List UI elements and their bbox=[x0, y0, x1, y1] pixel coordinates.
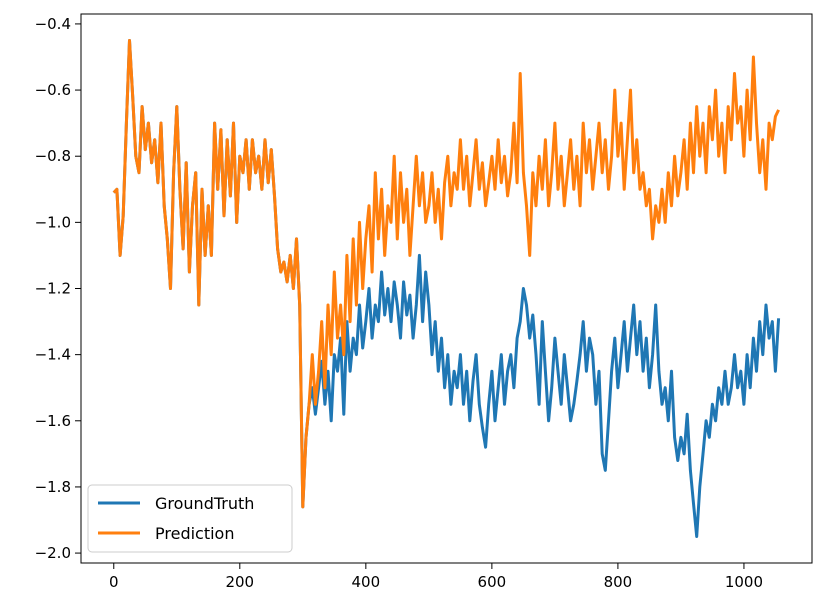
series-layer bbox=[112, 39, 781, 538]
y-tick-label: −1.0 bbox=[35, 213, 71, 231]
y-tick-label: −0.8 bbox=[35, 147, 71, 165]
plot-area bbox=[81, 14, 812, 563]
legend: GroundTruth Prediction bbox=[87, 484, 293, 553]
y-tick-label: −1.4 bbox=[35, 346, 71, 364]
y-axis: −2.0 −1.8 −1.6 −1.4 −1.2 −1.0 −0.8 −0.6 −0.4 bbox=[35, 15, 81, 562]
x-tick-label: 400 bbox=[352, 573, 381, 591]
y-tick-label: −1.6 bbox=[35, 412, 71, 430]
x-tick-label: 800 bbox=[604, 573, 633, 591]
x-tick-label: 600 bbox=[478, 573, 507, 591]
y-tick-label: −1.2 bbox=[35, 280, 71, 298]
y-tick-label: −0.4 bbox=[35, 15, 71, 33]
x-tick-label: 1000 bbox=[725, 573, 763, 591]
y-tick-label: −1.8 bbox=[35, 478, 71, 496]
x-axis: 0 200 400 600 800 1000 bbox=[109, 563, 763, 591]
legend-label-prediction: Prediction bbox=[155, 524, 234, 543]
y-tick-label: −2.0 bbox=[35, 544, 71, 562]
legend-label-groundtruth: GroundTruth bbox=[155, 494, 254, 513]
x-tick-label: 0 bbox=[109, 573, 119, 591]
y-tick-label: −0.6 bbox=[35, 81, 71, 99]
series-line-prediction bbox=[112, 39, 780, 509]
x-tick-label: 200 bbox=[225, 573, 254, 591]
